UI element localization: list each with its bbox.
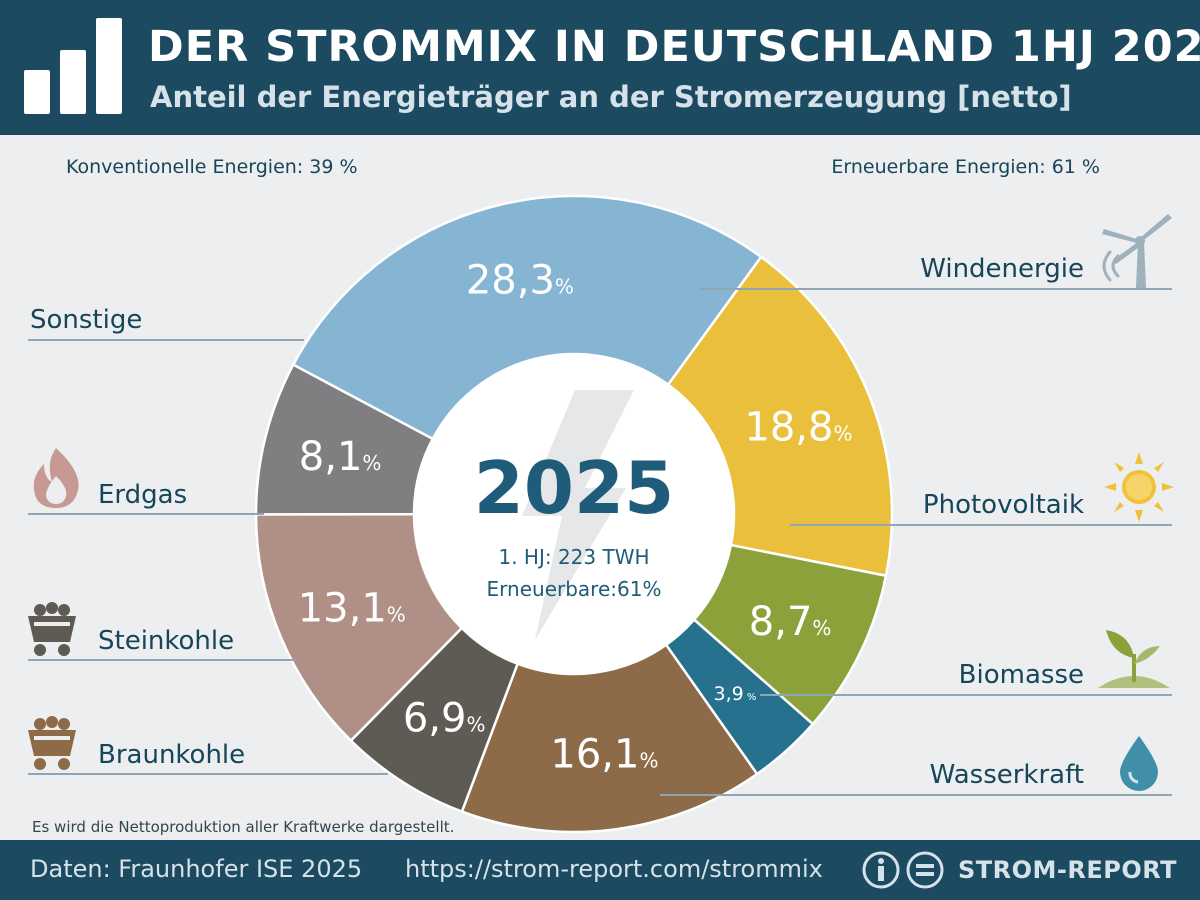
data-source: Daten: Fraunhofer ISE 2025	[30, 855, 363, 883]
page-subtitle: Anteil der Energieträger an der Stromerz…	[150, 80, 1072, 114]
leader-line-photovoltaik	[790, 524, 1172, 526]
water-drop-icon	[1120, 736, 1158, 791]
source-link[interactable]: https://strom-report.com/strommix	[405, 855, 823, 883]
leader-line-erdgas	[28, 513, 264, 515]
center-renewable: Erneuerbare:61%	[487, 577, 662, 601]
plant-sprout-icon	[1098, 630, 1170, 688]
brown-coal-cart-icon	[28, 716, 76, 770]
category-label-biomasse: Biomasse	[958, 660, 1084, 690]
brand-name: STROM-REPORT	[958, 856, 1178, 884]
renewable-share-label: Erneuerbare Energien: 61 %	[831, 156, 1100, 178]
slice-value-label-windenergie: 28,3%	[466, 258, 574, 304]
leader-line-steinkohle	[28, 659, 296, 661]
equals-icon	[906, 851, 944, 889]
leader-line-braunkohle	[28, 773, 388, 775]
header-banner: DER STROMMIX IN DEUTSCHLAND 1HJ 2025 Ant…	[0, 0, 1200, 135]
footer-bar: Daten: Fraunhofer ISE 2025 https://strom…	[0, 840, 1200, 900]
category-label-windenergie: Windenergie	[920, 254, 1084, 284]
footnote: Es wird die Nettoproduktion aller Kraftw…	[32, 818, 455, 836]
flame-icon	[33, 448, 79, 508]
leader-line-wasserkraft	[660, 794, 1172, 796]
conventional-share-label: Konventionelle Energien: 39 %	[66, 156, 358, 178]
slice-value-label-sonstige: 8,1%	[299, 434, 382, 480]
category-label-braunkohle: Braunkohle	[98, 740, 246, 770]
category-label-sonstige: Sonstige	[30, 305, 143, 335]
wind-turbine-icon	[1102, 214, 1172, 288]
bar-chart-icon	[24, 18, 122, 114]
lightning-bolt-icon	[522, 390, 634, 640]
category-label-wasserkraft: Wasserkraft	[929, 760, 1084, 790]
slice-value-label-braunkohle: 16,1%	[550, 731, 658, 777]
hard-coal-cart-icon	[28, 602, 76, 656]
slice-value-label-wasserkraft: 3,9 %	[714, 683, 757, 705]
center-total: 1. HJ: 223 TWH	[498, 545, 649, 569]
page-title: DER STROMMIX IN DEUTSCHLAND 1HJ 2025	[148, 22, 1200, 72]
license-icons	[862, 851, 944, 889]
info-icon	[862, 851, 900, 889]
center-year: 2025	[474, 446, 674, 530]
slice-value-label-biomasse: 8,7%	[749, 599, 832, 645]
category-label-erdgas: Erdgas	[98, 480, 188, 510]
category-label-steinkohle: Steinkohle	[98, 626, 235, 656]
slice-value-label-erdgas: 13,1%	[298, 586, 406, 632]
slice-value-labels: 28,3% 18,8% 8,7% 3,9 % 16,1% 6,9% 13,1% 8,1%	[298, 258, 853, 778]
leader-line-sonstige	[28, 339, 304, 341]
category-label-photovoltaik: Photovoltaik	[922, 490, 1084, 520]
leader-line-windenergie	[700, 288, 1172, 290]
slice-value-label-photovoltaik: 18,8%	[744, 405, 852, 451]
leader-line-biomasse	[760, 694, 1172, 696]
donut-slice-braunkohle	[460, 643, 759, 834]
slice-value-label-steinkohle: 6,9%	[403, 695, 486, 741]
donut-slices	[254, 194, 894, 834]
sun-icon	[1104, 452, 1174, 522]
